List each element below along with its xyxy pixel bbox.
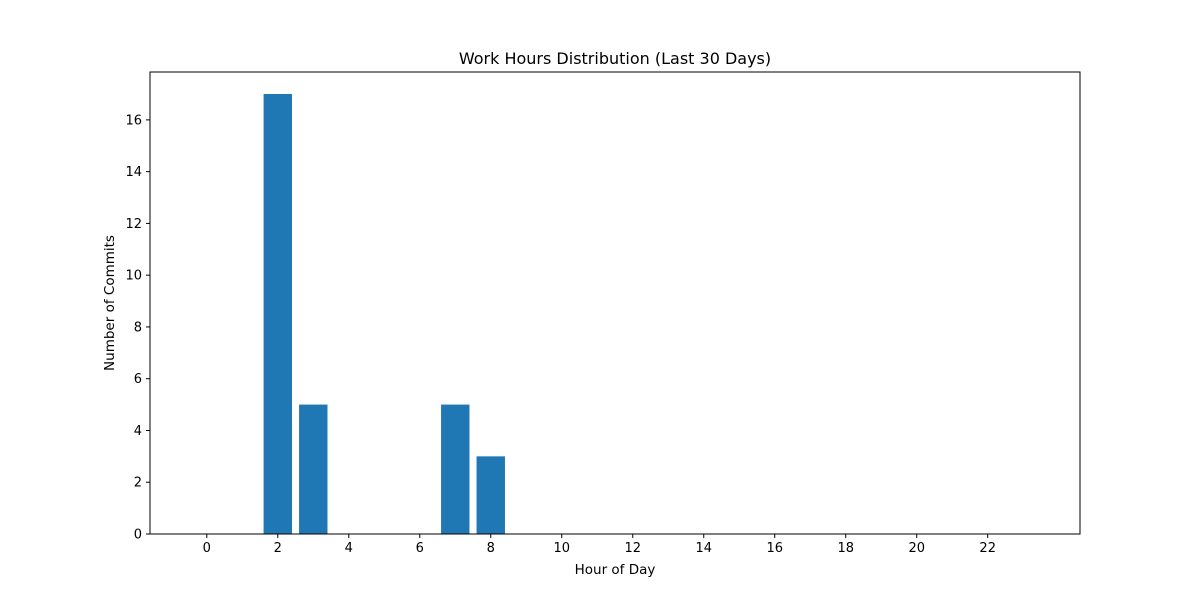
bar-hour-7	[441, 404, 470, 534]
plot-frame	[149, 71, 1081, 535]
x-tick-label: 0	[203, 541, 211, 556]
y-tick-label: 14	[125, 165, 142, 180]
y-tick-label: 8	[134, 320, 142, 335]
bar-hour-3	[299, 404, 328, 534]
y-tick-label: 2	[134, 476, 142, 491]
x-tick-label: 20	[908, 541, 925, 556]
x-tick-label: 10	[553, 541, 570, 556]
y-axis-title: Number of Commits	[102, 235, 118, 371]
x-tick-label: 16	[766, 541, 783, 556]
x-tick-label: 12	[624, 541, 641, 556]
chart-title: Work Hours Distribution (Last 30 Days)	[459, 49, 771, 68]
x-tick-label: 8	[487, 541, 495, 556]
bar-hour-2	[263, 94, 292, 534]
x-tick-label: 4	[345, 541, 353, 556]
bar-hour-8	[476, 456, 505, 534]
x-tick-label: 6	[416, 541, 424, 556]
x-tick-label: 22	[979, 541, 996, 556]
y-axis: 0 2 4 6 8 10 12 14 16	[125, 113, 150, 543]
x-tick-label: 2	[274, 541, 282, 556]
y-tick-label: 4	[134, 424, 142, 439]
x-tick-label: 14	[695, 541, 712, 556]
x-tick-label: 18	[837, 541, 854, 556]
y-tick-label: 16	[125, 113, 142, 128]
x-axis-title: Hour of Day	[575, 562, 656, 578]
x-axis: 0 2 4 6 8 10 12 14 16 18 20 22	[203, 534, 996, 556]
y-tick-label: 0	[134, 528, 142, 543]
bars-group	[263, 94, 505, 534]
y-tick-label: 10	[125, 269, 142, 284]
y-tick-label: 6	[134, 372, 142, 387]
y-tick-label: 12	[125, 217, 142, 232]
